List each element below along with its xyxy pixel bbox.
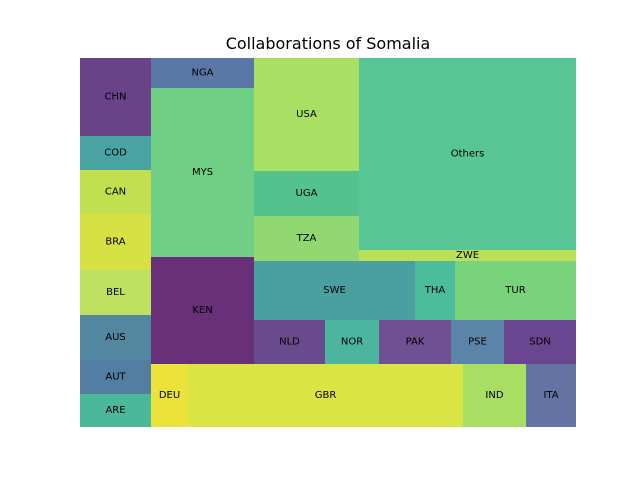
treemap-cell-label-nor: NOR	[341, 337, 363, 348]
treemap-cell-label-ken: KEN	[192, 305, 212, 316]
treemap-cell-label-aut: AUT	[105, 372, 126, 383]
treemap-cell-label-mys: MYS	[192, 167, 213, 178]
treemap-cell-tha	[415, 261, 455, 320]
treemap-cell-label-nga: NGA	[191, 68, 213, 79]
treemap-cell-label-ind: IND	[485, 390, 503, 401]
treemap-cell-aut	[80, 360, 151, 394]
treemap-cell-sdn	[504, 320, 576, 364]
treemap-cell-mys	[151, 88, 254, 257]
treemap-cell-swe	[254, 261, 415, 320]
treemap-cell-nga	[151, 58, 254, 88]
treemap-cell-label-usa: USA	[296, 109, 317, 120]
treemap-cell-label-cod: COD	[104, 148, 127, 159]
treemap-cell-ita	[526, 364, 576, 427]
treemap-cell-aus	[80, 315, 151, 360]
treemap-cell-label-can: CAN	[105, 187, 126, 198]
treemap-cells: CHN COD CAN BRA BEL AUS AUT ARE NGA MYS KEN USA UGA T…	[80, 58, 576, 427]
treemap-cell-label-pse: PSE	[468, 337, 487, 348]
treemap-cell-label-tza: TZA	[296, 233, 317, 244]
treemap-cell-usa	[254, 58, 359, 171]
treemap-cell-bra	[80, 214, 151, 270]
treemap-cell-tza	[254, 216, 359, 261]
treemap-cell-label-uga: UGA	[296, 188, 318, 199]
treemap-cell-label-gbr: GBR	[315, 390, 337, 401]
treemap-cell-label-nld: NLD	[279, 337, 300, 348]
treemap-cell-label-tur: TUR	[504, 285, 525, 296]
treemap-cell-tur	[455, 261, 576, 320]
treemap-cell-are	[80, 394, 151, 427]
treemap-cell-others	[359, 58, 576, 250]
treemap-cell-label-aus: AUS	[105, 332, 126, 343]
treemap-cell-gbr	[188, 364, 463, 427]
treemap-cell-label-others: Others	[451, 149, 485, 160]
treemap-cell-ken	[151, 257, 254, 364]
treemap-cell-label-bra: BRA	[105, 237, 125, 248]
treemap-cell-uga	[254, 171, 359, 216]
treemap-cell-can	[80, 170, 151, 214]
treemap-cell-cod	[80, 136, 151, 170]
treemap-cell-nor	[325, 320, 379, 364]
treemap-cell-label-swe: SWE	[323, 285, 346, 296]
treemap-cell-label-ita: ITA	[543, 390, 558, 401]
treemap-cell-label-deu: DEU	[159, 390, 180, 401]
treemap-cell-pse	[451, 320, 504, 364]
treemap-cell-zwe	[359, 250, 576, 261]
treemap-cell-label-tha: THA	[424, 285, 446, 296]
treemap-cell-label-zwe: ZWE	[456, 250, 479, 261]
treemap-cell-ind	[463, 364, 526, 427]
treemap-cell-label-pak: PAK	[406, 337, 425, 348]
treemap-cell-bel	[80, 270, 151, 315]
treemap-cell-nld	[254, 320, 325, 364]
treemap-cell-label-bel: BEL	[106, 287, 125, 298]
treemap-cell-label-sdn: SDN	[529, 337, 551, 348]
treemap-cell-label-chn: CHN	[105, 92, 127, 103]
treemap-cell-chn	[80, 58, 151, 136]
treemap-cell-label-are: ARE	[105, 405, 125, 416]
treemap-cell-pak	[379, 320, 451, 364]
treemap-cell-deu	[151, 364, 188, 427]
chart-title: Collaborations of Somalia	[226, 34, 431, 53]
